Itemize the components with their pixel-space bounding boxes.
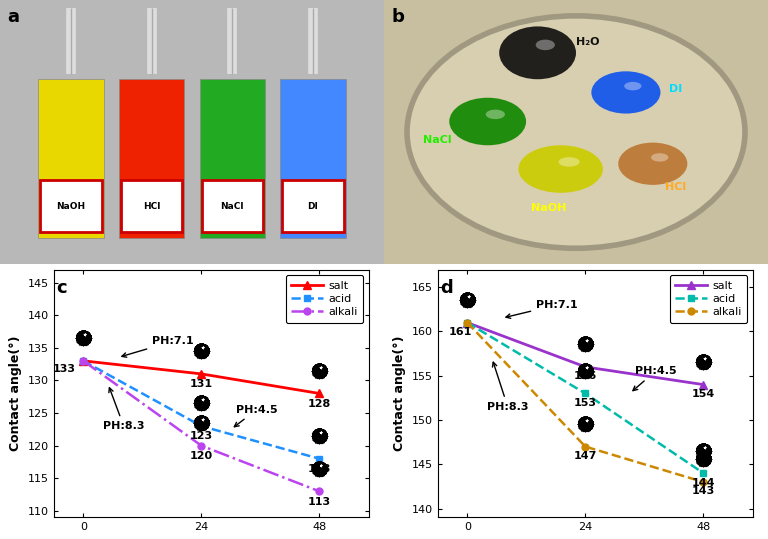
- Text: PH:8.3: PH:8.3: [487, 362, 528, 412]
- FancyBboxPatch shape: [40, 179, 101, 232]
- alkali: [197, 443, 206, 449]
- Text: NaOH: NaOH: [57, 202, 85, 211]
- salt: [315, 390, 324, 397]
- Text: 131: 131: [190, 379, 213, 389]
- Legend: salt, acid, alkali: salt, acid, alkali: [286, 275, 363, 323]
- salt: [699, 382, 708, 388]
- Text: 143: 143: [692, 487, 715, 496]
- alkali: [581, 444, 590, 450]
- Text: 161: 161: [449, 327, 472, 337]
- alkali: [78, 357, 88, 364]
- Ellipse shape: [499, 26, 576, 79]
- FancyBboxPatch shape: [283, 179, 344, 232]
- salt: [78, 357, 88, 364]
- Text: 123: 123: [190, 431, 213, 441]
- Ellipse shape: [618, 143, 687, 185]
- acid: [699, 470, 708, 476]
- Ellipse shape: [535, 39, 554, 50]
- FancyBboxPatch shape: [201, 179, 263, 232]
- FancyBboxPatch shape: [200, 79, 265, 238]
- Ellipse shape: [624, 82, 641, 91]
- Ellipse shape: [449, 98, 526, 145]
- Text: PH:7.1: PH:7.1: [122, 336, 194, 357]
- Text: PH:8.3: PH:8.3: [103, 388, 144, 431]
- Text: c: c: [56, 279, 67, 298]
- Line: salt: salt: [79, 357, 323, 398]
- FancyBboxPatch shape: [121, 179, 182, 232]
- alkali: [462, 320, 472, 326]
- Line: alkali: alkali: [80, 357, 323, 495]
- Text: 133: 133: [53, 364, 76, 374]
- Ellipse shape: [591, 71, 660, 114]
- Text: NaOH: NaOH: [531, 203, 567, 213]
- Text: PH:7.1: PH:7.1: [506, 300, 578, 319]
- FancyBboxPatch shape: [38, 79, 104, 238]
- Line: salt: salt: [463, 319, 707, 389]
- Text: b: b: [392, 8, 405, 26]
- acid: [197, 423, 206, 430]
- Line: alkali: alkali: [464, 319, 707, 486]
- Text: 147: 147: [574, 451, 597, 461]
- Text: PH:4.5: PH:4.5: [633, 367, 676, 391]
- FancyBboxPatch shape: [119, 79, 184, 238]
- Text: DI: DI: [669, 85, 683, 94]
- Ellipse shape: [518, 145, 603, 193]
- Text: 120: 120: [190, 451, 213, 461]
- Text: H₂O: H₂O: [576, 37, 599, 47]
- Text: NaCl: NaCl: [423, 135, 452, 144]
- acid: [581, 390, 590, 397]
- FancyBboxPatch shape: [280, 79, 346, 238]
- Text: 153: 153: [574, 398, 597, 408]
- Text: 118: 118: [308, 464, 331, 474]
- Legend: salt, acid, alkali: salt, acid, alkali: [670, 275, 747, 323]
- Text: 154: 154: [692, 389, 715, 399]
- Line: acid: acid: [464, 319, 707, 476]
- Ellipse shape: [485, 109, 505, 119]
- Text: d: d: [440, 279, 453, 298]
- Text: PH:4.5: PH:4.5: [234, 405, 277, 427]
- alkali: [699, 479, 708, 485]
- acid: [462, 320, 472, 326]
- acid: [315, 455, 324, 462]
- Text: 113: 113: [308, 496, 331, 507]
- Ellipse shape: [407, 16, 745, 248]
- Text: 128: 128: [308, 399, 331, 409]
- Text: HCl: HCl: [143, 202, 161, 211]
- Text: NaCl: NaCl: [220, 202, 244, 211]
- Text: a: a: [8, 8, 20, 26]
- Ellipse shape: [651, 153, 668, 162]
- salt: [197, 371, 206, 377]
- Ellipse shape: [558, 157, 580, 167]
- Text: 156: 156: [574, 371, 597, 381]
- salt: [581, 364, 590, 370]
- Text: DI: DI: [307, 202, 319, 211]
- Y-axis label: Contact angle(°): Contact angle(°): [393, 336, 406, 451]
- alkali: [315, 488, 324, 495]
- Text: 144: 144: [692, 478, 715, 488]
- acid: [78, 357, 88, 364]
- Text: HCl: HCl: [665, 182, 687, 192]
- Y-axis label: Contact angle(°): Contact angle(°): [9, 336, 22, 451]
- Line: acid: acid: [80, 357, 323, 462]
- salt: [462, 320, 472, 326]
